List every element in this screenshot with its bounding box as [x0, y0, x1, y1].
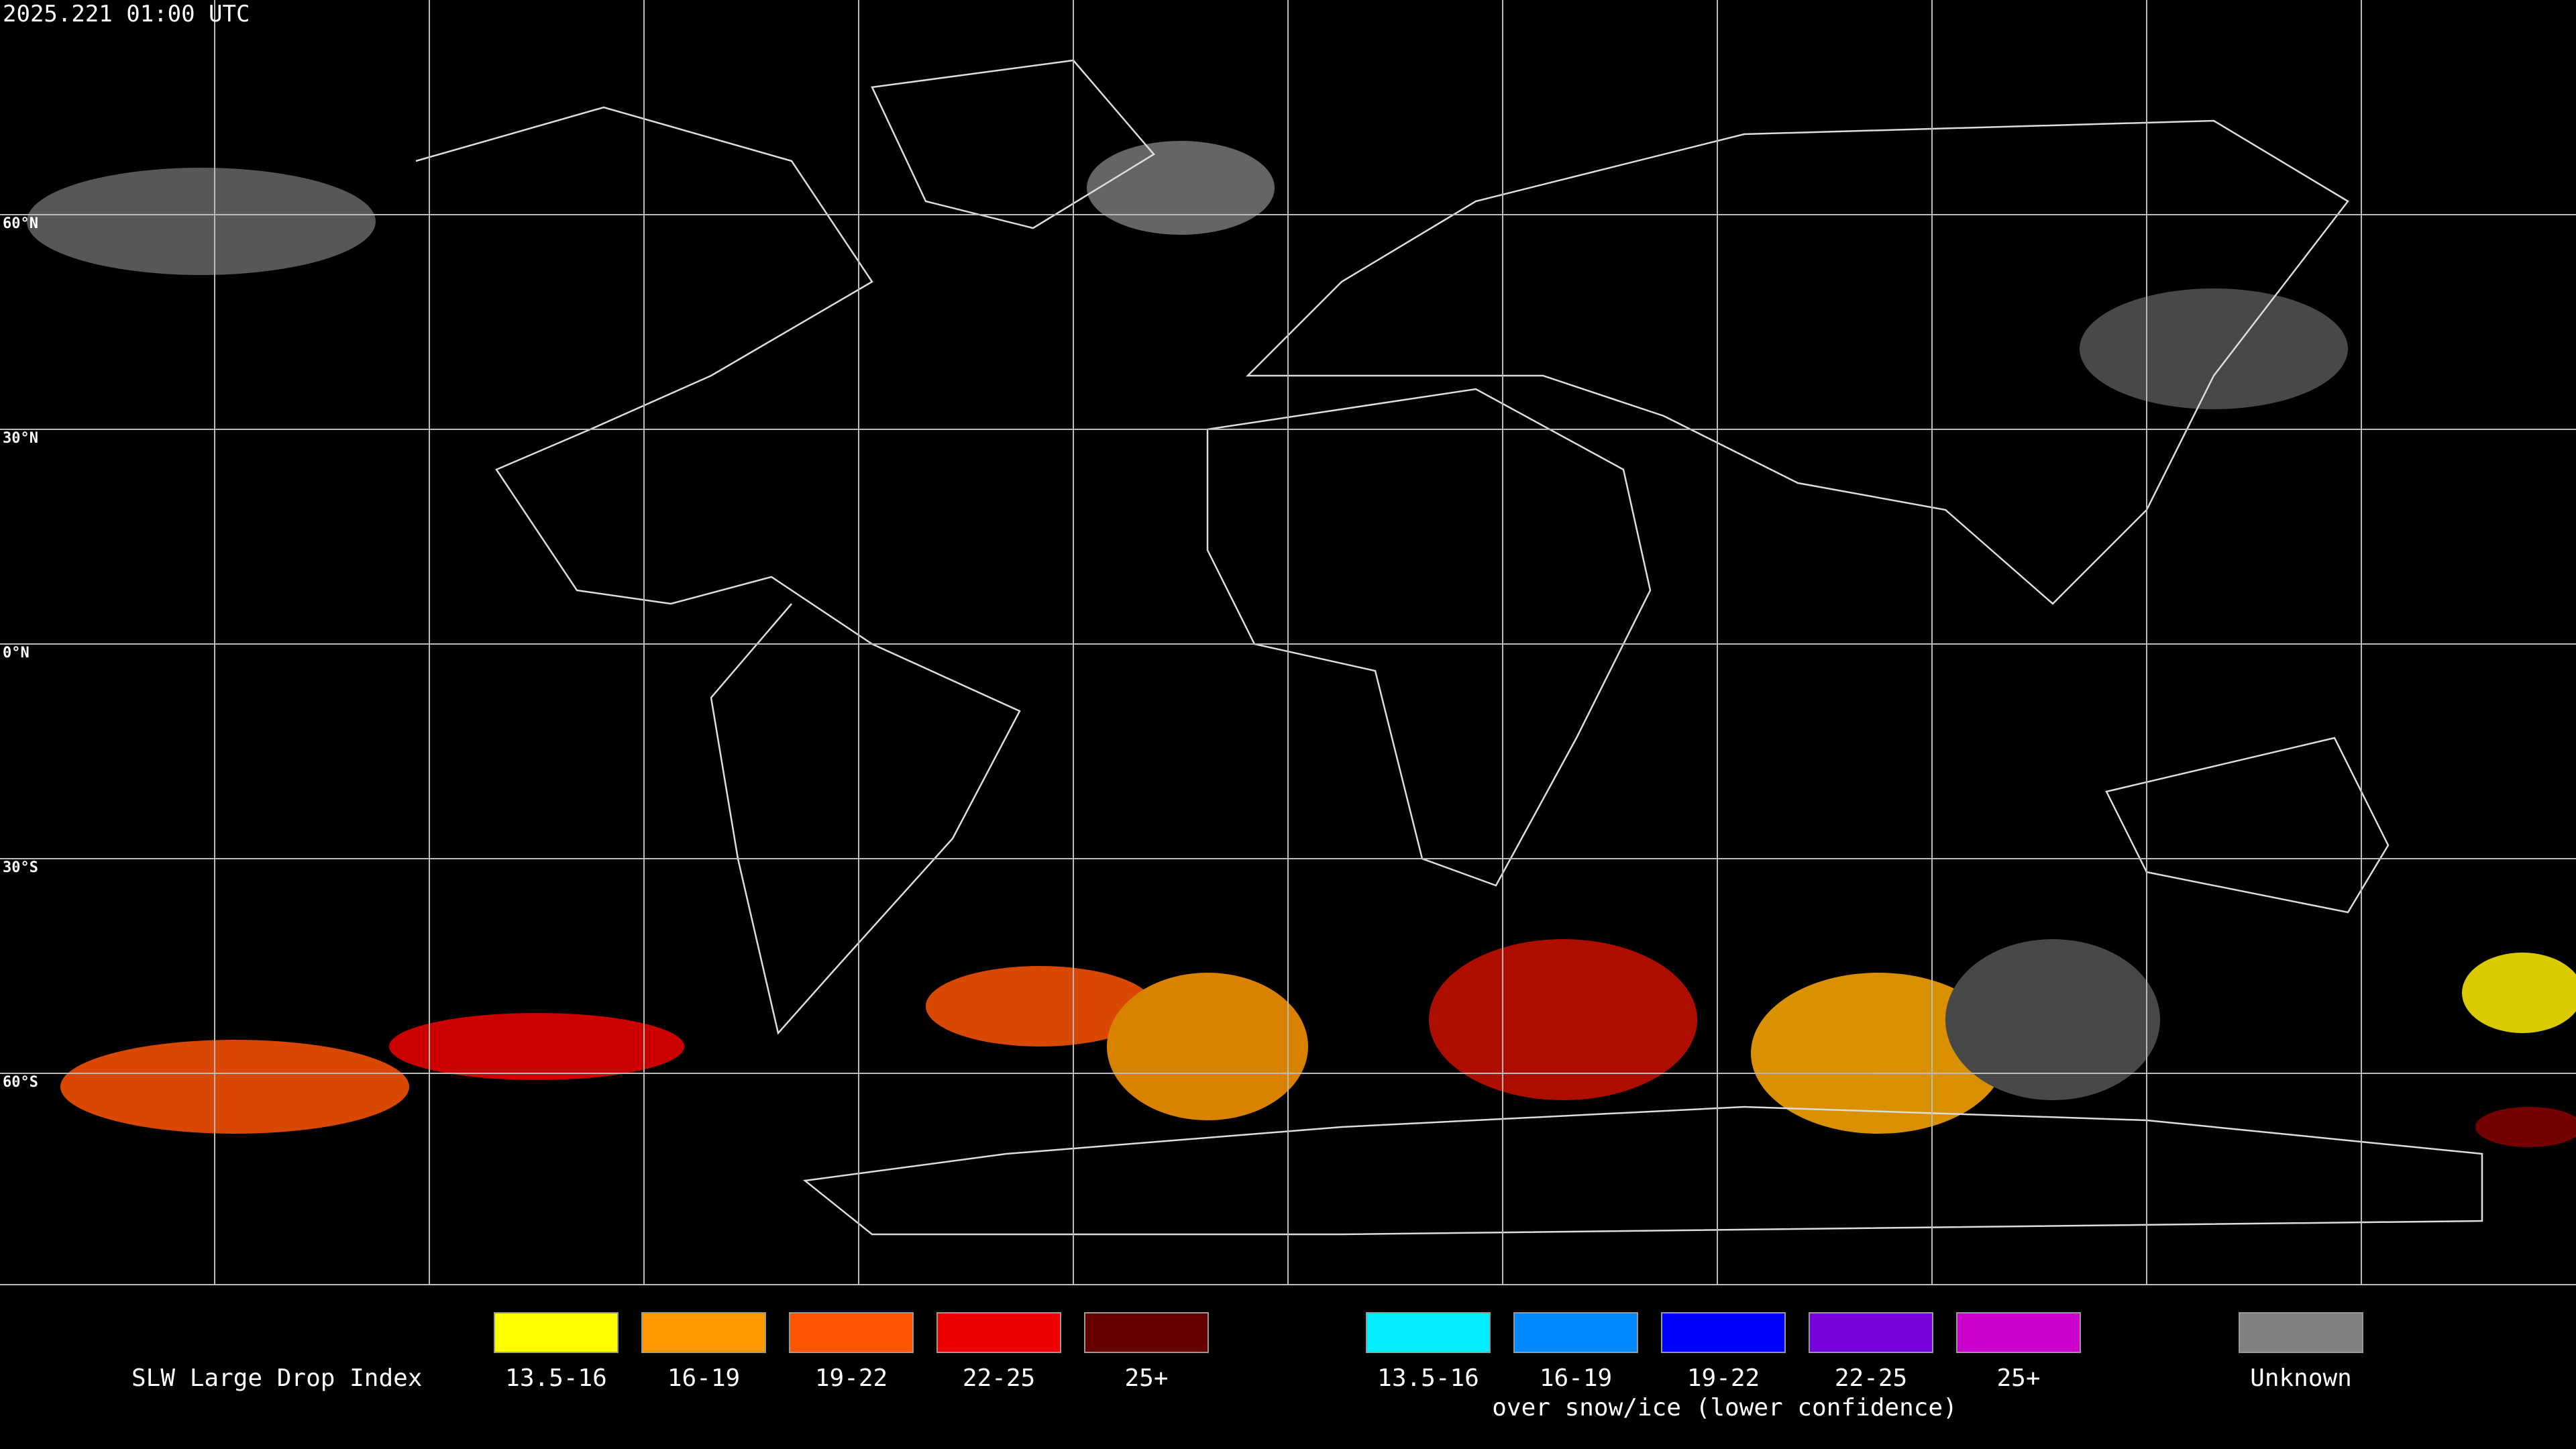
legend-label: Unknown [2250, 1364, 2352, 1392]
cloud-patch [1751, 973, 2006, 1134]
cloud-patch [389, 1013, 684, 1080]
legend-swatch [641, 1312, 766, 1353]
legend-swatch [1956, 1312, 2081, 1353]
coastline [1206, 388, 1652, 887]
coastline [802, 1106, 2483, 1236]
latitude-label: 0°N [3, 645, 30, 661]
coastline [871, 59, 1155, 229]
legend-label: 13.5-16 [1377, 1364, 1479, 1392]
legend-swatch [1513, 1312, 1638, 1353]
cloud-patch [2080, 288, 2348, 409]
latitude-label: 60°S [3, 1074, 38, 1091]
legend-label: 16-19 [667, 1364, 740, 1392]
legend-swatch [789, 1312, 914, 1353]
legend-swatch [494, 1312, 619, 1353]
cloud-patch [27, 168, 376, 275]
cloud-patch [1107, 973, 1308, 1120]
legend-label: 22-25 [963, 1364, 1035, 1392]
legend-swatch [1809, 1312, 1933, 1353]
legend-swatch [1661, 1312, 1786, 1353]
latitude-label: 30°N [3, 430, 38, 447]
legend-label: 16-19 [1540, 1364, 1612, 1392]
cloud-patch [60, 1040, 409, 1134]
latitude-label: 30°S [3, 859, 38, 876]
legend-label: 13.5-16 [505, 1364, 607, 1392]
cloud-patch [1429, 939, 1697, 1100]
legend-swatch [936, 1312, 1061, 1353]
legend-label: 25+ [1996, 1364, 2040, 1392]
legend-swatch [1366, 1312, 1491, 1353]
legend-label: 19-22 [815, 1364, 888, 1392]
cloud-patch [926, 966, 1154, 1046]
legend-swatch [1084, 1312, 1209, 1353]
cloud-patch [2462, 953, 2576, 1033]
graticule [0, 0, 2576, 1285]
legend-swatch [2239, 1312, 2363, 1353]
timestamp: 2025.221 01:00 UTC [3, 1, 250, 28]
cloud-patch [2475, 1107, 2576, 1147]
legend-title: SLW Large Drop Index [131, 1364, 422, 1392]
legend-caption: over snow/ice (lower confidence) [1492, 1394, 1957, 1421]
coastline [1245, 119, 2349, 605]
legend-label: 25+ [1124, 1364, 1168, 1392]
latitude-label: 60°N [3, 215, 38, 232]
legend-label: 22-25 [1835, 1364, 1907, 1392]
legend-label: 19-22 [1687, 1364, 1760, 1392]
cloud-patch [1945, 939, 2160, 1100]
cloud-patch [1087, 141, 1275, 235]
